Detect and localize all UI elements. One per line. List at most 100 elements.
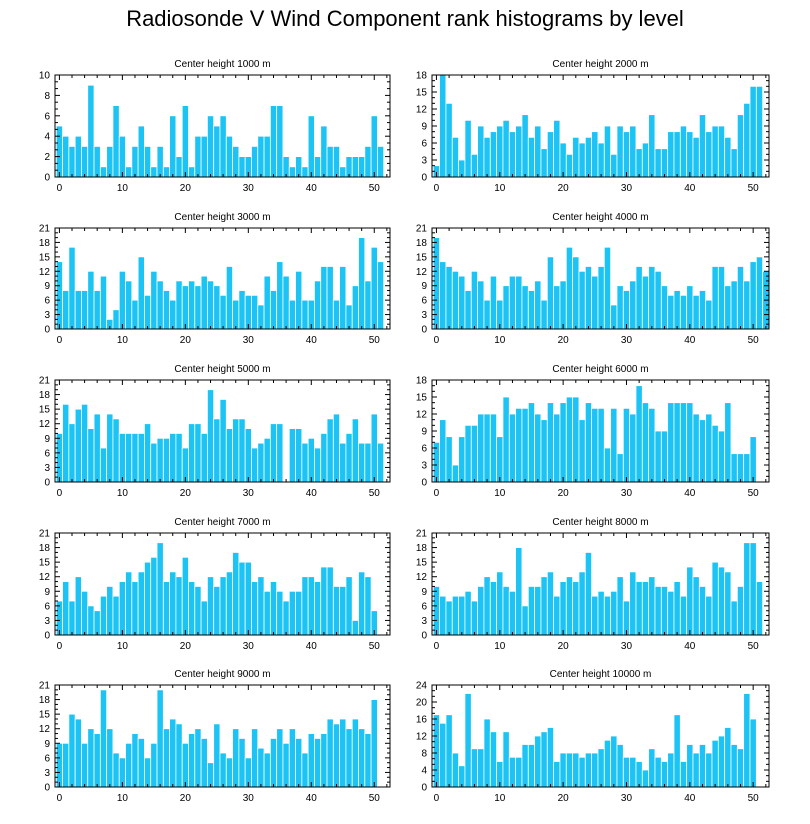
histogram-bar (314, 738, 322, 788)
x-tick-label: 50 (748, 641, 760, 652)
histogram-bar (698, 586, 707, 636)
y-tick-label: 21 (39, 529, 51, 540)
histogram-bar (87, 84, 95, 178)
histogram-bar (584, 136, 593, 178)
histogram-bar (370, 115, 378, 178)
histogram-bar (540, 731, 548, 788)
histogram-bar (565, 752, 574, 788)
histogram-bar (181, 742, 189, 788)
histogram-bar (622, 407, 631, 483)
histogram-bar (660, 761, 669, 788)
histogram-bar (610, 407, 618, 483)
x-tick-label: 30 (621, 641, 633, 652)
histogram-bar (711, 125, 719, 178)
x-tick-label: 50 (369, 641, 381, 652)
histogram-bar (622, 600, 631, 636)
histogram-bar (137, 738, 145, 788)
histogram-bar (257, 442, 265, 483)
panel-title: Center height 3000 m (174, 212, 270, 223)
histogram-bar (288, 728, 296, 788)
histogram-bar (326, 145, 334, 178)
x-tick-label: 30 (621, 793, 633, 804)
histogram-bar (711, 266, 719, 330)
histogram-bar (603, 447, 612, 483)
histogram-panel-7: Center height 7000 m 0 10 20 30 40 50 0 3 6 9 12 15 1… (39, 517, 391, 652)
histogram-bar (743, 693, 751, 788)
histogram-bar (483, 299, 491, 330)
histogram-bar (162, 581, 171, 636)
histogram-bar (358, 237, 366, 330)
y-tick-label: 9 (44, 434, 50, 445)
histogram-bar (345, 304, 353, 330)
histogram-bar (162, 166, 171, 178)
histogram-bar (496, 571, 504, 636)
histogram-bar (156, 280, 164, 330)
histogram-bar (206, 762, 215, 788)
histogram-bar (736, 114, 745, 178)
histogram-bar (238, 156, 246, 178)
histogram-bar (81, 742, 89, 788)
panel-title: Center height 8000 m (552, 517, 648, 528)
histogram-bar (219, 115, 227, 178)
histogram-bar (200, 135, 208, 178)
histogram-bar (717, 735, 726, 788)
histogram-bar (238, 418, 246, 483)
histogram-bar (679, 125, 688, 178)
histogram-bar (213, 586, 221, 636)
histogram-bar (451, 595, 459, 636)
histogram-bar (181, 285, 189, 330)
y-tick-label: 6 (44, 111, 50, 122)
y-tick-label: 9 (44, 281, 50, 292)
x-tick-label: 20 (180, 641, 192, 652)
histogram-bar (87, 728, 95, 788)
histogram-panel-8: Center height 8000 m 0 10 20 30 40 50 0 3 6 9 12 15 1… (416, 517, 770, 652)
histogram-bar (736, 748, 745, 788)
histogram-bar (559, 402, 567, 483)
histogram-bar (730, 744, 738, 788)
histogram-bar (206, 280, 215, 330)
histogram-bar (534, 735, 542, 788)
y-tick-label: 12 (416, 732, 428, 743)
histogram-bar (470, 424, 478, 483)
histogram-bar (572, 396, 580, 483)
histogram-bar (301, 576, 309, 636)
histogram-bar (314, 447, 322, 483)
histogram-bar (269, 738, 278, 788)
x-tick-label: 0 (57, 183, 63, 194)
x-tick-label: 10 (494, 641, 506, 652)
histogram-bar (736, 586, 745, 636)
x-tick-label: 10 (117, 488, 129, 499)
histogram-bar (358, 728, 366, 788)
histogram-bar (125, 433, 133, 483)
panel-title: Center height 4000 m (552, 212, 648, 223)
histogram-bar (679, 402, 688, 483)
histogram-bar (175, 723, 183, 788)
y-tick-label: 15 (416, 393, 428, 404)
histogram-bar (597, 748, 605, 788)
histogram-bar (301, 166, 309, 178)
y-tick-label: 12 (39, 419, 51, 430)
histogram-bar (81, 145, 89, 178)
histogram-bar (251, 294, 259, 330)
histogram-bar (565, 396, 574, 483)
histogram-bar (194, 423, 202, 483)
histogram-bar (62, 742, 70, 788)
histogram-bar (755, 581, 764, 636)
histogram-bar (269, 423, 278, 483)
histogram-bar (458, 436, 466, 483)
histogram-bar (610, 590, 618, 636)
histogram-bar (276, 590, 284, 636)
y-tick-label: 6 (44, 448, 50, 459)
histogram-bar (502, 119, 510, 178)
histogram-bar (175, 433, 183, 483)
histogram-bar (219, 399, 227, 483)
histogram-bar (68, 145, 76, 178)
histogram-bar (483, 718, 491, 788)
histogram-bar (68, 713, 76, 788)
histogram-bar (351, 418, 359, 483)
histogram-bar (603, 246, 612, 330)
histogram-bar (629, 125, 637, 178)
histogram-bar (578, 756, 586, 788)
histogram-bar (743, 102, 751, 178)
histogram-bar (156, 542, 164, 636)
